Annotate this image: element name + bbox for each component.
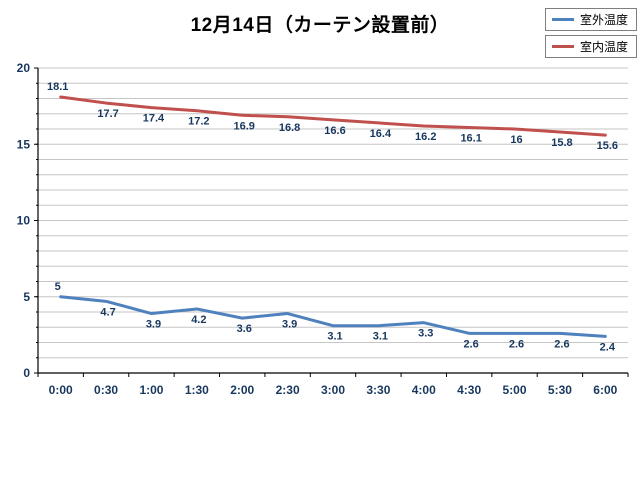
chart-title: 12月14日（カーテン設置前） bbox=[190, 15, 450, 36]
x-axis-tick-label: 3:00 bbox=[321, 383, 345, 397]
x-axis-tick-label: 5:30 bbox=[548, 383, 572, 397]
data-label: 16.4 bbox=[370, 128, 392, 140]
data-label: 3.3 bbox=[418, 328, 433, 340]
legend-item-indoor-temp: 室内温度 bbox=[545, 35, 637, 58]
data-label: 3.9 bbox=[146, 319, 161, 331]
data-label: 16.9 bbox=[234, 120, 255, 132]
data-label: 18.1 bbox=[47, 81, 68, 93]
data-label: 5 bbox=[55, 281, 61, 293]
x-axis-tick-label: 3:30 bbox=[366, 383, 390, 397]
data-label: 16 bbox=[510, 134, 522, 146]
x-axis-tick-label: 5:00 bbox=[503, 383, 527, 397]
series-line-outdoor bbox=[59, 295, 607, 338]
data-label: 4.2 bbox=[191, 314, 206, 326]
x-axis-tick-label: 2:00 bbox=[230, 383, 254, 397]
legend-line-swatch-outdoor bbox=[552, 18, 574, 21]
y-axis-tick-label: 20 bbox=[17, 61, 31, 75]
legend-label-outdoor: 室外温度 bbox=[580, 13, 629, 27]
data-label: 17.4 bbox=[143, 113, 165, 125]
legend-label-indoor: 室内温度 bbox=[580, 40, 629, 54]
x-axis-tick-label: 0:30 bbox=[94, 383, 118, 397]
data-label: 17.2 bbox=[188, 116, 209, 128]
y-axis-tick-label: 15 bbox=[17, 137, 31, 151]
data-label: 16.1 bbox=[460, 132, 481, 144]
data-label: 16.6 bbox=[324, 125, 345, 137]
data-label: 17.7 bbox=[97, 108, 118, 120]
data-label: 2.4 bbox=[600, 341, 616, 353]
data-label: 16.2 bbox=[415, 131, 436, 143]
data-label: 15.8 bbox=[551, 137, 572, 149]
data-label: 3.1 bbox=[327, 331, 342, 343]
y-axis-tick-label: 5 bbox=[23, 290, 30, 304]
x-axis-tick-label: 2:30 bbox=[276, 383, 300, 397]
data-label: 3.9 bbox=[282, 319, 297, 331]
data-label: 2.6 bbox=[509, 338, 524, 350]
data-label: 3.1 bbox=[373, 331, 388, 343]
data-label: 3.6 bbox=[237, 323, 252, 335]
x-axis-tick-label: 6:00 bbox=[593, 383, 617, 397]
legend-item-outdoor-temp: 室外温度 bbox=[545, 8, 637, 31]
data-label: 2.6 bbox=[464, 338, 479, 350]
series-line-indoor bbox=[59, 95, 607, 137]
x-axis-tick-label: 1:00 bbox=[139, 383, 163, 397]
legend-line-swatch-indoor bbox=[552, 45, 574, 48]
legend: 室外温度 室内温度 bbox=[545, 8, 637, 58]
data-label: 2.6 bbox=[554, 338, 569, 350]
y-axis-tick-label: 0 bbox=[23, 366, 30, 380]
x-axis-tick-label: 4:00 bbox=[412, 383, 436, 397]
x-axis-tick-label: 4:30 bbox=[457, 383, 481, 397]
data-label: 16.8 bbox=[279, 122, 300, 134]
x-axis-tick-label: 1:30 bbox=[185, 383, 209, 397]
data-label: 4.7 bbox=[100, 306, 115, 318]
x-axis-tick-label: 0:00 bbox=[49, 383, 73, 397]
y-axis-tick-label: 10 bbox=[17, 214, 31, 228]
data-label: 15.6 bbox=[597, 140, 618, 152]
